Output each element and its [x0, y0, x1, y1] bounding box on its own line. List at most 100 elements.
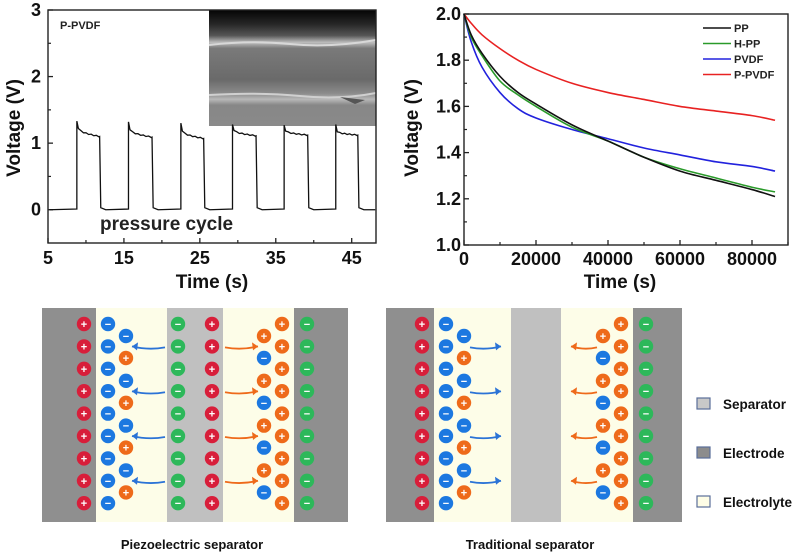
- series-lines-b: [463, 13, 776, 198]
- cation-electrolyte-right-sign: +: [618, 453, 624, 465]
- anion-electrode-right: [299, 316, 315, 332]
- cation-electrolyte-right-sign: +: [618, 341, 624, 353]
- anion-electrolyte-left-inner-sign: −: [123, 465, 129, 477]
- anion-electrolyte-left-sign: −: [105, 476, 111, 488]
- pressure-cycle-label: pressure cycle: [100, 214, 233, 235]
- cation-separator-sign: +: [209, 409, 215, 421]
- anion-electrolyte-left-sign: −: [443, 453, 449, 465]
- cation-electrode-left-sign: +: [419, 319, 425, 331]
- cation-separator: [204, 473, 220, 488]
- traditional-caption: Traditional separator: [466, 537, 595, 552]
- cation-electrolyte-right-inner: [595, 373, 611, 388]
- anion-electrolyte-right-inner-sign: −: [600, 443, 606, 455]
- cation-electrolyte-right-sign: +: [618, 431, 624, 443]
- anion-electrode-right-sign: −: [304, 453, 310, 465]
- anion-electrode-right-sign: −: [643, 364, 649, 376]
- cation-electrode-left-sign: +: [81, 364, 87, 376]
- anion-electrolyte-left: [100, 428, 116, 444]
- anion-electrolyte-left-inner-sign: −: [123, 376, 129, 388]
- anion-electrolyte-left: [438, 384, 454, 399]
- series-line-pp: [463, 13, 776, 198]
- cation-electrolyte-right: [274, 316, 290, 332]
- cation-separator: [204, 361, 220, 376]
- anion-separator-sign: −: [175, 431, 181, 443]
- x-tick-label-a: 5: [43, 248, 53, 268]
- anion-electrolyte-left: [100, 339, 116, 354]
- cation-separator: [204, 406, 220, 421]
- anion-electrode-right-sign: −: [304, 341, 310, 353]
- anion-electrode-right: [638, 384, 654, 399]
- x-tick-label-b: 40000: [583, 249, 633, 269]
- cation-electrolyte-left-inner: [456, 485, 472, 500]
- anion-electrode-right: [299, 496, 315, 511]
- legend-label-electrode: Electrode: [723, 446, 785, 461]
- piezo-caption: Piezoelectric separator: [121, 537, 263, 552]
- y-tick-label-a: 2: [31, 67, 41, 87]
- chart-legend: PP H-PP PVDF P-PVDF: [703, 23, 775, 82]
- y-axis-title-b: Voltage (V): [402, 79, 423, 177]
- cation-electrode-left-sign: +: [419, 431, 425, 443]
- anion-electrode-right: [638, 339, 654, 354]
- cation-electrolyte-right: [613, 384, 629, 399]
- anion-electrode-right: [299, 361, 315, 376]
- anion-electrolyte-left-inner: [456, 418, 472, 433]
- cation-electrolyte-right-sign: +: [279, 319, 285, 331]
- cation-separator: [204, 339, 220, 354]
- cation-electrode-left-sign: +: [419, 453, 425, 465]
- cation-electrode-left-sign: +: [81, 431, 87, 443]
- cation-electrode-left: [414, 361, 430, 376]
- y-tick-label-a: 3: [31, 0, 41, 20]
- anion-electrode-right-sign: −: [643, 319, 649, 331]
- anion-electrode-right: [299, 406, 315, 421]
- legend-label-pp: PP: [734, 23, 749, 35]
- anion-electrolyte-left-inner-sign: −: [461, 331, 467, 343]
- anion-electrode-right: [299, 339, 315, 354]
- cation-electrolyte-left-inner-sign: +: [123, 443, 129, 455]
- anion-electrolyte-left-inner-sign: −: [461, 376, 467, 388]
- cation-electrolyte-right-inner: [256, 418, 272, 433]
- anion-electrolyte-left-inner: [456, 463, 472, 478]
- arrow-orange-head: [252, 432, 258, 440]
- anion-electrolyte-left: [438, 361, 454, 376]
- anion-electrode-right-sign: −: [304, 319, 310, 331]
- cation-separator-sign: +: [209, 498, 215, 510]
- anion-separator: [170, 361, 186, 376]
- anion-electrode-right-sign: −: [304, 386, 310, 398]
- anion-electrode-right-sign: −: [643, 431, 649, 443]
- anion-electrolyte-left: [100, 316, 116, 332]
- anion-electrolyte-right-inner: [256, 350, 272, 366]
- anion-electrolyte-left-inner: [118, 463, 134, 478]
- cation-electrolyte-right-sign: +: [279, 341, 285, 353]
- cation-electrode-left: [76, 451, 92, 466]
- cation-electrolyte-left-inner: [456, 350, 472, 366]
- anion-electrode-right-sign: −: [643, 453, 649, 465]
- cation-electrode-left: [76, 361, 92, 376]
- cation-electrode-left-sign: +: [419, 341, 425, 353]
- cation-electrolyte-right-inner: [595, 418, 611, 433]
- anion-electrolyte-left: [100, 451, 116, 466]
- anion-electrolyte-left-sign: −: [443, 386, 449, 398]
- anion-electrolyte-left: [438, 496, 454, 511]
- pulse-chart: 5 15 25 35 45 0 1 2 3 P-PVDF pressure cycle Time…: [4, 0, 377, 293]
- anion-electrolyte-right-inner: [256, 440, 272, 455]
- cation-electrolyte-left-inner: [456, 395, 472, 410]
- arrow-blue-head: [495, 342, 501, 351]
- cation-electrolyte-right-inner: [256, 373, 272, 388]
- anion-electrode-right-sign: −: [643, 476, 649, 488]
- anion-separator-sign: −: [175, 341, 181, 353]
- legend-swatch-separator: [696, 397, 711, 410]
- cation-electrolyte-right: [274, 339, 290, 354]
- anion-electrolyte-left: [100, 361, 116, 376]
- cation-electrolyte-left-inner: [456, 440, 472, 455]
- cation-electrolyte-right-sign: +: [618, 319, 624, 331]
- cation-electrode-left: [414, 339, 430, 354]
- anion-electrode-right: [299, 451, 315, 466]
- legend-label-h-pp: H-PP: [734, 39, 760, 51]
- cation-electrolyte-left-inner-sign: +: [123, 487, 129, 499]
- arrow-blue-head: [495, 387, 501, 396]
- piezoelectric-separator-diagram: + − + −− ++ − + −− ++ − + −− ++ − + −− ++ − + −− ++ − + −− ++ − + −…: [42, 308, 348, 522]
- cation-electrolyte-right-sign: +: [618, 498, 624, 510]
- cation-electrode-left-sign: +: [81, 409, 87, 421]
- anion-electrode-right-sign: −: [304, 431, 310, 443]
- legend-label-pvdf: PVDF: [734, 54, 764, 66]
